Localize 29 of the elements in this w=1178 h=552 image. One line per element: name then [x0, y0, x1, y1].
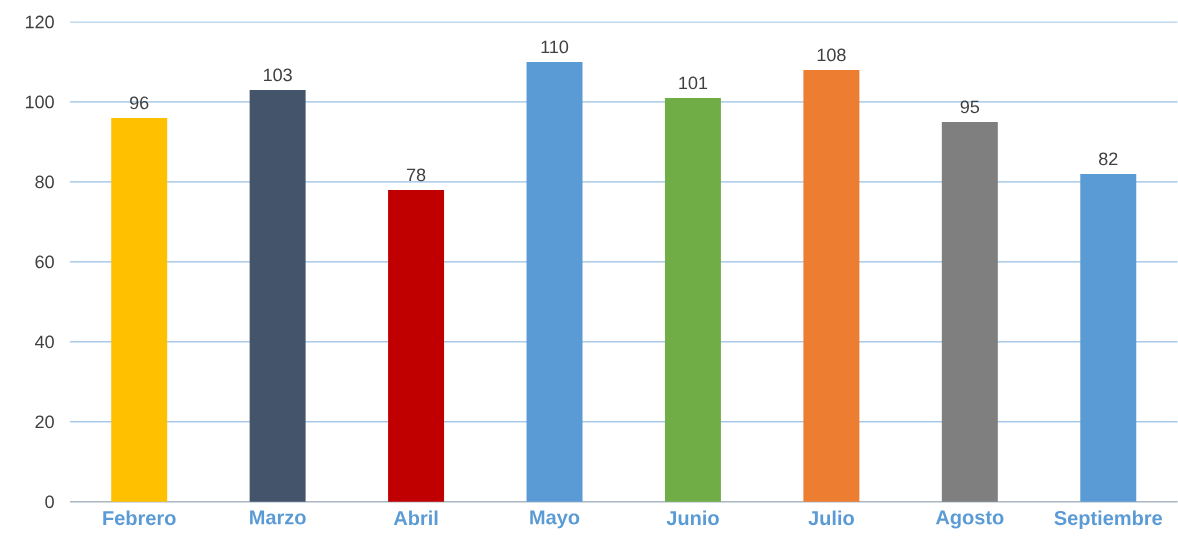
- data-label: 82: [1099, 152, 1118, 166]
- x-tick-label: Abril: [393, 510, 438, 526]
- y-tick-label: 20: [35, 415, 54, 429]
- data-label: 78: [406, 168, 426, 182]
- y-tick-label: 0: [45, 495, 54, 509]
- y-tick-label: 60: [35, 255, 54, 269]
- y-tick-label: 120: [25, 15, 54, 29]
- y-tick-label: 100: [25, 95, 54, 109]
- x-tick-label: Junio: [666, 510, 719, 526]
- x-tick-label: Mayo: [530, 510, 580, 529]
- bar: [664, 98, 721, 502]
- x-tick-label: Febrero: [103, 510, 176, 526]
- data-label: 110: [541, 40, 569, 54]
- y-tick-label: 40: [35, 335, 54, 349]
- data-label: 96: [130, 96, 149, 110]
- x-tick-label: Julio: [808, 510, 854, 526]
- data-label: 95: [960, 100, 980, 114]
- data-label: 108: [817, 48, 846, 62]
- y-tick-label: 80: [35, 175, 54, 189]
- bar: [803, 70, 860, 502]
- bar: [111, 118, 168, 502]
- x-tick-label: Marzo: [250, 510, 306, 525]
- bar: [941, 122, 998, 502]
- data-label: 101: [679, 76, 708, 90]
- bar: [388, 190, 445, 502]
- bar: [249, 90, 306, 502]
- x-tick-label: Septiembre: [1054, 510, 1163, 530]
- x-tick-label: Agosto: [935, 510, 1004, 529]
- data-label: 103: [264, 68, 292, 82]
